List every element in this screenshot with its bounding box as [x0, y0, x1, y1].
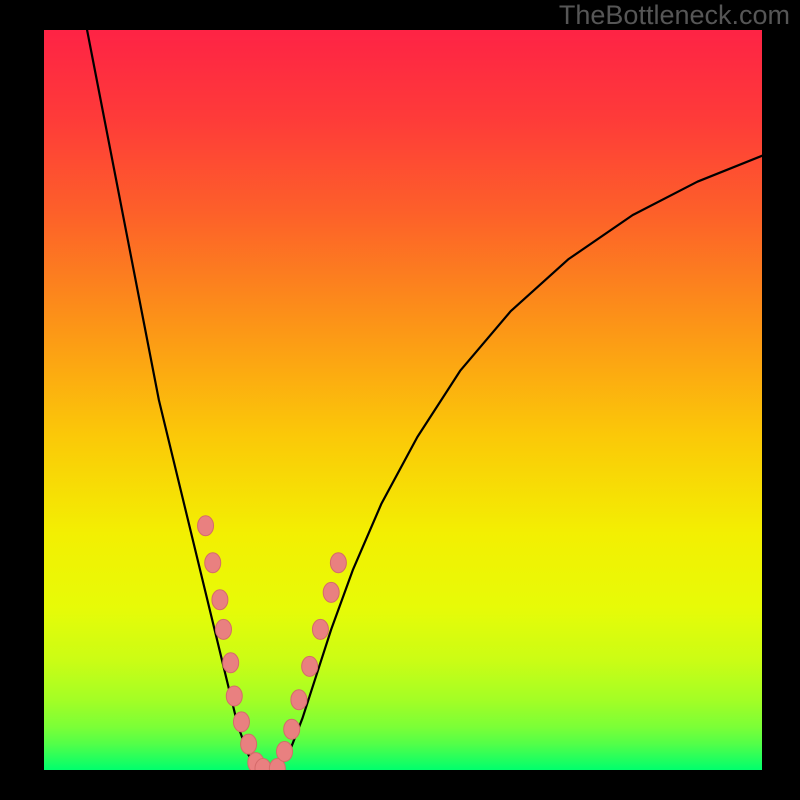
- chart-canvas: TheBottleneck.com: [0, 0, 800, 800]
- data-marker: [226, 686, 242, 706]
- data-marker: [212, 590, 228, 610]
- data-marker: [291, 690, 307, 710]
- data-marker: [284, 719, 300, 739]
- data-marker: [330, 553, 346, 573]
- chart-svg: [44, 30, 762, 770]
- data-marker: [233, 712, 249, 732]
- data-marker: [312, 619, 328, 639]
- data-marker: [216, 619, 232, 639]
- plot-area: [44, 30, 762, 770]
- data-marker: [198, 516, 214, 536]
- data-marker: [277, 742, 293, 762]
- data-marker: [223, 653, 239, 673]
- data-marker: [205, 553, 221, 573]
- gradient-background: [44, 30, 762, 770]
- data-marker: [323, 582, 339, 602]
- data-marker: [302, 656, 318, 676]
- watermark-text: TheBottleneck.com: [559, 0, 790, 31]
- data-marker: [241, 734, 257, 754]
